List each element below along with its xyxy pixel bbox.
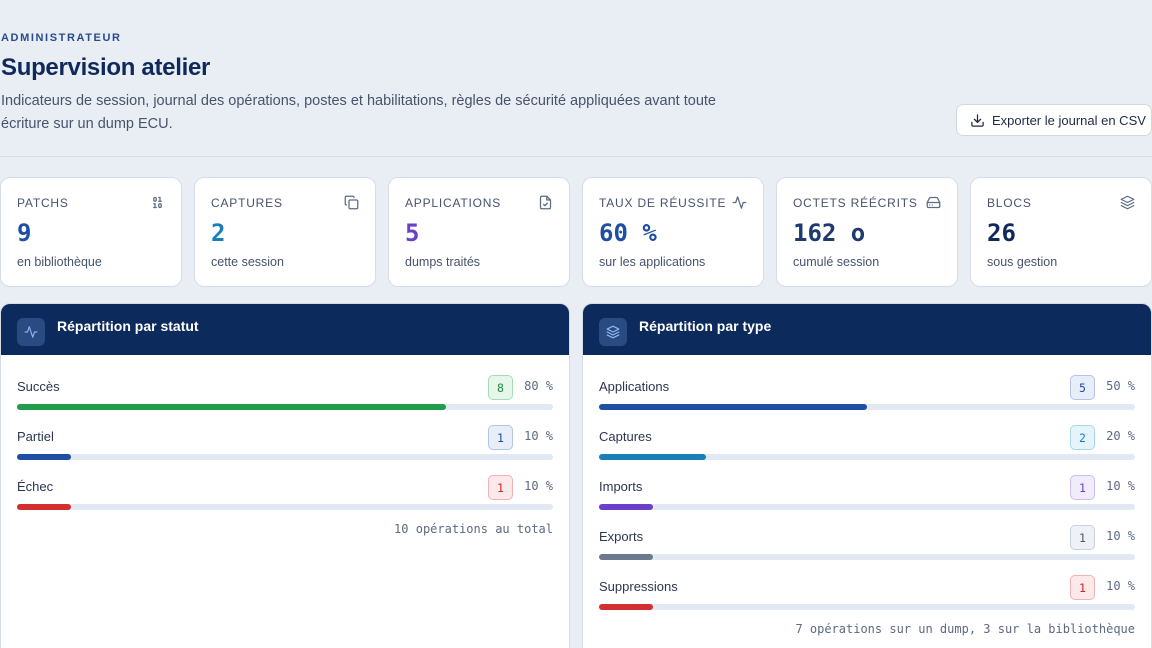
row-percent: 20 % <box>1106 429 1135 443</box>
progress-fill <box>599 404 867 410</box>
progress-track <box>599 454 1135 460</box>
row-label: Captures <box>599 429 652 444</box>
activity-icon <box>732 195 747 210</box>
count-badge: 1 <box>1070 525 1095 550</box>
breakdown-row: Suppressions 1 10 % <box>599 575 1135 616</box>
count-badge: 8 <box>488 375 513 400</box>
export-csv-button[interactable]: Exporter le journal en CSV <box>956 104 1152 136</box>
type-footnote: 7 opérations sur un dump, 3 sur la bibli… <box>795 622 1135 636</box>
stat-caption: dumps traités <box>405 255 481 269</box>
layers-icon <box>1120 195 1135 210</box>
count-badge: 5 <box>1070 375 1095 400</box>
breakdown-row: Partiel 1 10 % <box>17 425 553 466</box>
panel-title: Répartition par type <box>639 318 772 334</box>
stat-caption: en bibliothèque <box>17 255 102 269</box>
stat-value: 26 <box>987 219 1016 247</box>
stat-label: PATCHS <box>17 196 69 210</box>
progress-track <box>17 504 553 510</box>
hard-drive-icon <box>926 195 941 210</box>
file-check-icon <box>538 195 553 210</box>
stat-value: 9 <box>17 219 32 247</box>
stat-label: TAUX DE RÉUSSITE <box>599 196 727 210</box>
stat-value: 2 <box>211 219 226 247</box>
stat-label: OCTETS RÉÉCRITS <box>793 196 918 210</box>
breakdown-row: Succès 8 80 % <box>17 375 553 416</box>
stat-label: APPLICATIONS <box>405 196 502 210</box>
panel-header: Répartition par statut <box>1 304 569 355</box>
status-breakdown-panel: Répartition par statut Succès 8 80 % Partie… <box>0 303 570 648</box>
stat-value: 162 o <box>793 219 866 247</box>
stat-caption: sous gestion <box>987 255 1058 269</box>
activity-icon <box>17 318 45 346</box>
download-icon <box>971 113 984 127</box>
progress-track <box>17 404 553 410</box>
progress-track <box>17 454 553 460</box>
row-label: Succès <box>17 379 60 394</box>
row-percent: 10 % <box>1106 479 1135 493</box>
panel-title: Répartition par statut <box>57 318 199 334</box>
progress-track <box>599 554 1135 560</box>
stat-card-patchs: PATCHS 9 en bibliothèque <box>0 177 182 287</box>
breakdown-row: Imports 1 10 % <box>599 475 1135 516</box>
stat-value: 60 % <box>599 219 657 247</box>
row-percent: 10 % <box>1106 579 1135 593</box>
count-badge: 1 <box>1070 575 1095 600</box>
progress-fill <box>599 604 653 610</box>
breakdown-row: Applications 5 50 % <box>599 375 1135 416</box>
row-percent: 10 % <box>524 479 553 493</box>
stat-label: CAPTURES <box>211 196 283 210</box>
stat-caption: cumulé session <box>793 255 880 269</box>
stat-card-captures: CAPTURES 2 cette session <box>194 177 376 287</box>
stat-value: 5 <box>405 219 420 247</box>
row-percent: 80 % <box>524 379 553 393</box>
progress-track <box>599 404 1135 410</box>
count-badge: 1 <box>488 475 513 500</box>
progress-track <box>599 504 1135 510</box>
copy-icon <box>344 195 359 210</box>
row-label: Échec <box>17 479 54 494</box>
stat-card-blocs: BLOCS 26 sous gestion <box>970 177 1152 287</box>
role-eyebrow: ADMINISTRATEUR <box>1 32 122 44</box>
progress-fill <box>599 504 653 510</box>
breakdown-row: Échec 1 10 % <box>17 475 553 516</box>
page-header: ADMINISTRATEUR Supervision atelier Indic… <box>0 0 1152 157</box>
stat-card-bytes-rewritten: OCTETS RÉÉCRITS 162 o cumulé session <box>776 177 958 287</box>
status-footnote: 10 opérations au total <box>394 522 553 536</box>
stat-card-applications: APPLICATIONS 5 dumps traités <box>388 177 570 287</box>
row-label: Applications <box>599 379 670 394</box>
count-badge: 1 <box>488 425 513 450</box>
row-label: Exports <box>599 529 644 544</box>
stat-caption: cette session <box>211 255 284 269</box>
binary-icon <box>150 195 165 210</box>
row-percent: 10 % <box>524 429 553 443</box>
count-badge: 1 <box>1070 475 1095 500</box>
stat-label: BLOCS <box>987 196 1032 210</box>
count-badge: 2 <box>1070 425 1095 450</box>
row-percent: 10 % <box>1106 529 1135 543</box>
progress-track <box>599 604 1135 610</box>
progress-fill <box>17 454 71 460</box>
stat-card-success-rate: TAUX DE RÉUSSITE 60 % sur les applicatio… <box>582 177 764 287</box>
row-label: Imports <box>599 479 643 494</box>
type-breakdown-panel: Répartition par type Applications 5 50 % Ca… <box>582 303 1152 648</box>
layers-icon <box>599 318 627 346</box>
row-label: Partiel <box>17 429 54 444</box>
export-csv-label: Exporter le journal en CSV <box>992 112 1146 128</box>
breakdown-row: Captures 2 20 % <box>599 425 1135 466</box>
row-percent: 50 % <box>1106 379 1135 393</box>
stat-caption: sur les applications <box>599 255 706 269</box>
page-title: Supervision atelier <box>1 54 211 81</box>
progress-fill <box>17 504 71 510</box>
page-subtitle: Indicateurs de session, journal des opér… <box>1 93 716 132</box>
breakdown-row: Exports 1 10 % <box>599 525 1135 566</box>
progress-fill <box>599 454 707 460</box>
panel-header: Répartition par type <box>583 304 1151 355</box>
progress-fill <box>17 404 446 410</box>
row-label: Suppressions <box>599 579 678 594</box>
progress-fill <box>599 554 653 560</box>
